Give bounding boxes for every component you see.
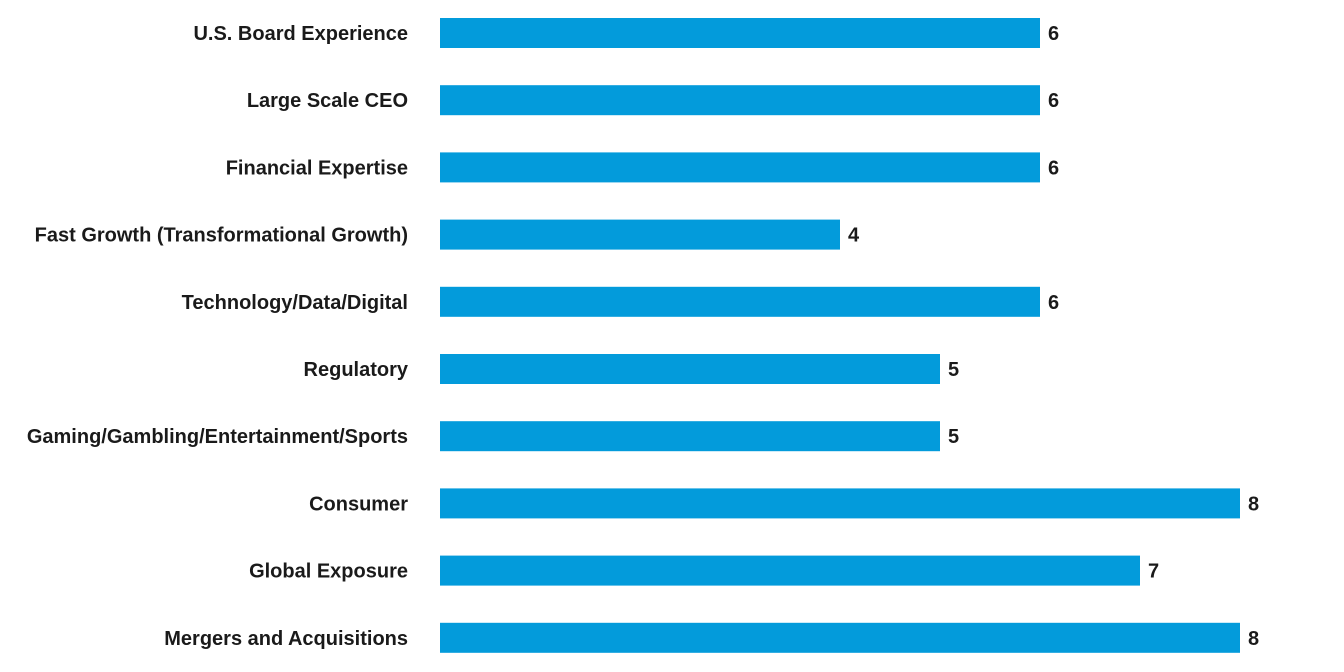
category-label: Global Exposure	[249, 561, 408, 583]
value-label: 6	[1048, 157, 1059, 179]
category-label: Regulatory	[304, 359, 409, 381]
bar	[440, 488, 1240, 519]
value-label: 5	[948, 426, 959, 448]
value-labels: 6 6 6 4 6 5 5 8 7 8	[848, 23, 1259, 650]
value-label: 4	[848, 225, 860, 247]
category-labels: U.S. Board Experience Large Scale CEO Fina…	[27, 23, 409, 650]
value-label: 6	[1048, 292, 1059, 314]
category-label: Gaming/Gambling/Entertainment/Sports	[27, 426, 408, 448]
category-label: Fast Growth (Transformational Growth)	[35, 225, 408, 247]
bar	[440, 219, 840, 250]
bar	[440, 286, 1040, 317]
value-label: 7	[1148, 561, 1159, 583]
bar	[440, 555, 1140, 586]
category-label: U.S. Board Experience	[193, 23, 408, 45]
bar	[440, 152, 1040, 183]
value-label: 6	[1048, 90, 1059, 112]
bars	[440, 18, 1240, 653]
category-label: Large Scale CEO	[247, 90, 408, 112]
category-label: Mergers and Acquisitions	[164, 628, 408, 650]
bar	[440, 85, 1040, 116]
bar	[440, 354, 940, 384]
value-label: 8	[1248, 493, 1259, 515]
bar	[440, 622, 1240, 653]
category-label: Consumer	[309, 493, 408, 515]
value-label: 6	[1048, 23, 1059, 45]
value-label: 8	[1248, 628, 1259, 650]
bar	[440, 421, 940, 452]
value-label: 5	[948, 359, 959, 381]
category-label: Financial Expertise	[226, 157, 408, 179]
category-label: Technology/Data/Digital	[182, 292, 408, 314]
bar	[440, 18, 1040, 48]
